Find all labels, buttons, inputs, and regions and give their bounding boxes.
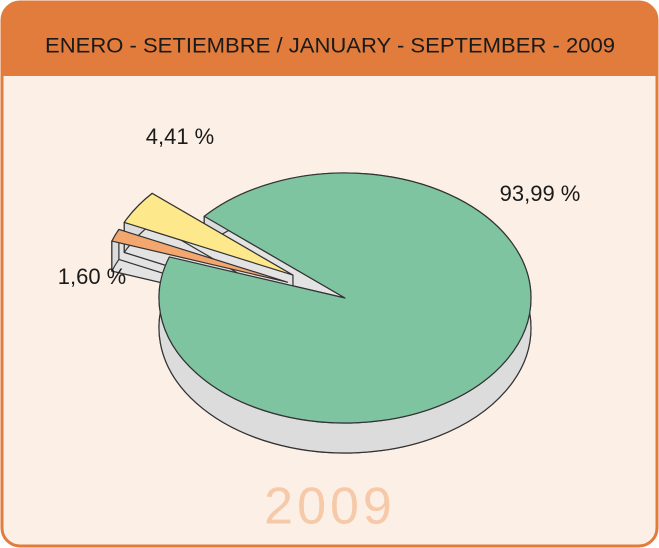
pie [111, 172, 532, 454]
slice [158, 172, 532, 424]
chart-title: ENERO - SETIEMBRE / JANUARY - SEPTEMBER … [45, 35, 615, 58]
pie-tops [111, 172, 532, 424]
panel-header [2, 2, 657, 76]
watermark: 2009 [264, 478, 396, 536]
data-label: 93,99 % [500, 181, 581, 206]
slice [111, 228, 289, 283]
data-label: 4,41 % [146, 124, 215, 149]
slice [123, 192, 294, 276]
data-label: 1,60 % [58, 264, 127, 289]
